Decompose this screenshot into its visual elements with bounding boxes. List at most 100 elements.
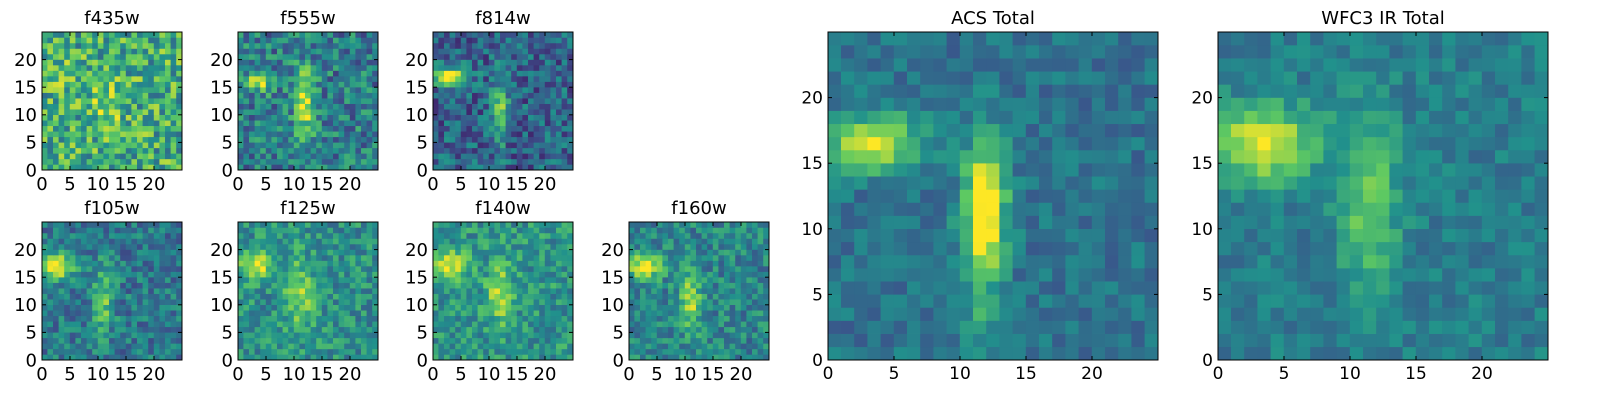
heatmap-cell	[645, 243, 652, 250]
heatmap-cell	[640, 282, 646, 289]
heatmap-cell	[500, 271, 506, 278]
heatmap-cell	[148, 48, 155, 55]
heatmap-cell	[438, 103, 445, 110]
heatmap-cell	[1131, 346, 1145, 361]
heatmap-cell	[125, 304, 132, 311]
heatmap-cell	[684, 232, 691, 239]
heatmap-cell	[310, 254, 317, 261]
heatmap-cell	[333, 260, 339, 267]
heatmap-cell	[907, 307, 921, 321]
heatmap-cell	[724, 354, 730, 361]
heatmap-cell	[305, 304, 311, 311]
heatmap-cell	[516, 254, 523, 261]
heatmap-cell	[488, 98, 495, 104]
heatmap-cell	[97, 249, 104, 256]
heatmap-cell	[841, 346, 855, 361]
heatmap-cell	[1012, 202, 1027, 216]
heatmap-cell	[544, 243, 551, 250]
heatmap-cell	[366, 147, 373, 154]
heatmap-cell	[1039, 176, 1053, 190]
heatmap-cell	[316, 288, 323, 294]
heatmap-cell	[477, 103, 484, 110]
heatmap-cell	[316, 265, 323, 272]
heatmap-cell	[645, 265, 652, 272]
heatmap-cell	[137, 232, 143, 239]
heatmap-cell	[282, 299, 289, 305]
heatmap-cell	[533, 48, 540, 55]
heatmap-cell	[752, 326, 758, 333]
heatmap-cell	[299, 59, 306, 66]
heatmap-cell	[438, 120, 445, 127]
heatmap-cell	[1144, 320, 1159, 334]
heatmap-cell	[651, 343, 658, 350]
heatmap-cell	[645, 249, 652, 256]
heatmap-cell	[1025, 163, 1040, 177]
heatmap-cell	[696, 260, 702, 267]
heatmap-cell	[338, 348, 345, 355]
heatmap-cell	[366, 348, 373, 355]
heatmap-cell	[316, 299, 323, 305]
heatmap-cell	[277, 354, 283, 361]
heatmap-cell	[488, 232, 495, 239]
heatmap-cell	[344, 354, 351, 361]
heatmap-cell	[628, 243, 635, 250]
heatmap-cell	[243, 277, 250, 283]
heatmap-cell	[522, 315, 529, 322]
heatmap-cell	[505, 238, 512, 245]
heatmap-cell	[494, 109, 501, 115]
heatmap-cell	[64, 81, 71, 88]
heatmap-cell	[645, 321, 652, 328]
heatmap-cell	[533, 31, 540, 38]
heatmap-cell	[690, 348, 697, 355]
heatmap-cell	[103, 142, 110, 149]
heatmap-cell	[444, 125, 450, 132]
heatmap-cell	[724, 254, 730, 261]
heatmap-cell	[243, 299, 250, 305]
heatmap-cell	[159, 232, 166, 239]
heatmap-cell	[372, 103, 379, 110]
heatmap-cell	[114, 120, 121, 127]
heatmap-cell	[550, 31, 557, 38]
heatmap-cell	[349, 221, 356, 228]
heatmap-cell	[472, 315, 478, 322]
heatmap-cell	[511, 37, 518, 44]
heatmap-cell	[483, 158, 490, 165]
heatmap-cell	[505, 221, 512, 228]
heatmap-cell	[327, 75, 334, 82]
heatmap-cell	[288, 31, 295, 38]
heatmap-cell	[645, 348, 652, 355]
heatmap-cell	[58, 147, 65, 154]
heatmap-cell	[907, 163, 921, 177]
heatmap-cell	[58, 265, 65, 272]
heatmap-cell	[516, 37, 523, 44]
heatmap-cell	[505, 271, 512, 278]
heatmap-cell	[1012, 254, 1027, 269]
heatmap-cell	[153, 164, 160, 171]
x-tick-label: 20	[730, 364, 753, 385]
heatmap-cell	[466, 98, 473, 104]
heatmap-cell	[64, 131, 71, 138]
heatmap-cell	[277, 310, 283, 317]
heatmap-cell	[438, 42, 445, 49]
heatmap-cell	[344, 315, 351, 322]
heatmap-cell	[539, 265, 546, 272]
heatmap-cell	[327, 53, 334, 60]
heatmap-cell	[449, 125, 456, 132]
heatmap-cell	[533, 238, 540, 245]
heatmap-cell	[321, 260, 328, 267]
heatmap-cell	[973, 294, 987, 308]
heatmap-cell	[556, 109, 562, 115]
heatmap-cell	[533, 243, 540, 250]
heatmap-cell	[561, 265, 568, 272]
heatmap-cell	[97, 87, 104, 93]
heatmap-cell	[522, 254, 529, 261]
heatmap-cell	[299, 70, 306, 77]
heatmap-cell	[305, 92, 311, 99]
heatmap-cell	[740, 354, 747, 361]
heatmap-cell	[131, 315, 138, 322]
heatmap-cell	[460, 277, 467, 283]
heatmap-cell	[120, 87, 127, 93]
heatmap-cell	[86, 271, 93, 278]
heatmap-cell	[696, 238, 702, 245]
heatmap-cell	[310, 232, 317, 239]
